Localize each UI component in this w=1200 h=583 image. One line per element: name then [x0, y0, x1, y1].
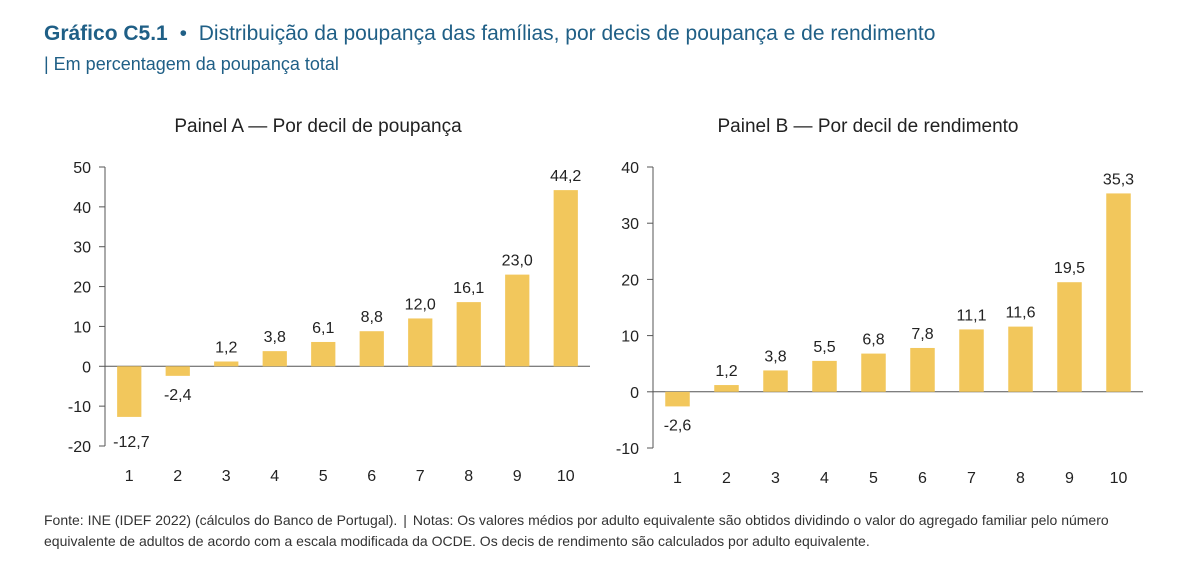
panel-b-y-tick-label: 0: [630, 385, 639, 402]
panel-b-bar: [812, 360, 837, 392]
panel-a-bar: [505, 274, 530, 367]
panel-a-x-tick-label: 7: [416, 468, 425, 485]
panel-b-x-tick-label: 9: [1065, 470, 1074, 487]
panel-b-y-tick-label: 30: [621, 216, 639, 233]
panel-a-bar: [359, 331, 384, 367]
panel-b-data-label: 7,8: [911, 326, 933, 343]
panel-b-data-label: 5,5: [813, 339, 835, 356]
panel-a-bar: [214, 361, 239, 367]
panel-b-data-label: -2,6: [664, 417, 692, 434]
panel-b-data-label: 35,3: [1103, 171, 1134, 188]
panel-a-title: Painel A — Por decil de poupança: [174, 116, 462, 137]
panel-a-x-tick-label: 1: [125, 468, 134, 485]
panel-b-x-tick-label: 3: [771, 470, 780, 487]
panel-a-y-tick-label: -20: [68, 439, 91, 456]
panel-a-bar: [262, 351, 287, 367]
panel-b-title: Painel B — Por decil de rendimento: [718, 116, 1019, 137]
panel-a-y-tick-label: 50: [73, 160, 91, 177]
panel-a-x-tick-label: 4: [270, 468, 279, 485]
footer-notes-text: Notas: Os valores médios por adulto equi…: [44, 512, 1109, 549]
panel-b-data-label: 1,2: [715, 363, 737, 380]
chart-subtitle: | Em percentagem da poupança total: [44, 54, 339, 74]
footer-separator: |: [403, 512, 407, 528]
panel-b-y-tick-label: 10: [621, 329, 639, 346]
panel-b-bar: [910, 347, 935, 392]
panel-b-bar: [959, 329, 984, 392]
panel-a-bar: [408, 318, 433, 367]
footer-notes: Fonte: INE (IDEF 2022) (cálculos do Banc…: [44, 510, 1164, 552]
panel-b-x-tick-label: 7: [967, 470, 976, 487]
chart-number: Gráfico C5.1: [44, 22, 168, 45]
panel-a-y-tick-label: -10: [68, 399, 91, 416]
chart-title: Gráfico C5.1 • Distribuição da poupança …: [44, 22, 935, 46]
panel-a-x-tick-label: 6: [367, 468, 376, 485]
panel-a-bar: [165, 366, 190, 376]
panel-a-x-tick-label: 10: [557, 468, 575, 485]
panel-a-bar: [311, 341, 336, 367]
panel-b-bar: [1106, 193, 1131, 392]
footer-source: Fonte: INE (IDEF 2022) (cálculos do Banc…: [44, 512, 398, 528]
panel-a-y-tick-label: 20: [73, 280, 91, 297]
panel-b-y-tick-label: -10: [616, 441, 639, 458]
panel-b-x-tick-label: 2: [722, 470, 731, 487]
panel-b-y-tick-label: 20: [621, 272, 639, 289]
panel-a-data-label: 12,0: [405, 296, 436, 313]
panel-a-bar: [553, 190, 578, 367]
panel-b-bar: [1057, 282, 1082, 392]
panel-a-x-tick-label: 9: [513, 468, 522, 485]
panel-a-y-tick-label: 30: [73, 240, 91, 257]
panel-b-x-tick-label: 1: [673, 470, 682, 487]
panel-a-data-label: 23,0: [502, 253, 533, 270]
panel-b-chart: 40 30 20 10 0 -10 -2,6 1 1,2 2 3,8 3 5,5 4 6,8 5 7,8 6 11,…: [616, 160, 1143, 487]
panel-a-y-tick-label: 0: [82, 359, 91, 376]
panel-a-data-label: 1,2: [215, 340, 237, 357]
panel-b-data-label: 11,1: [957, 307, 987, 324]
panel-a-y-tick-label: 40: [73, 200, 91, 217]
panel-a-data-label: 3,8: [264, 329, 286, 346]
panel-a-data-label: 8,8: [361, 309, 383, 326]
panel-b-bar: [861, 353, 886, 392]
panel-a-data-label: -12,7: [113, 434, 150, 451]
panel-b-data-label: 11,6: [1006, 305, 1036, 322]
panel-b-bar: [714, 385, 739, 392]
panel-a-x-tick-label: 5: [319, 468, 328, 485]
panel-a-chart: 50 40 30 20 10 0 -10 -20 -12,7 1 -2,4 2 1,2 3 3,8 4 6,1 5…: [68, 160, 590, 485]
panel-b-x-tick-label: 5: [869, 470, 878, 487]
panel-b-x-tick-label: 10: [1110, 470, 1128, 487]
panel-a-x-tick-label: 2: [173, 468, 182, 485]
panel-b-data-label: 19,5: [1054, 260, 1085, 277]
panel-a-x-tick-label: 8: [464, 468, 473, 485]
panel-b-bar: [665, 391, 690, 407]
panel-b-data-label: 3,8: [764, 348, 786, 365]
panel-b-x-tick-label: 6: [918, 470, 927, 487]
charts-canvas: Painel A — Por decil de poupança Painel …: [68, 116, 1143, 487]
panel-a-data-label: 16,1: [453, 280, 484, 297]
panel-a-bar: [117, 366, 142, 417]
panel-a-bar: [456, 302, 481, 367]
panel-a-data-label: -2,4: [164, 387, 192, 404]
panel-b-x-tick-label: 8: [1016, 470, 1025, 487]
panel-b-bar: [763, 370, 788, 392]
panel-a-y-tick-label: 10: [73, 319, 91, 336]
panel-b-bar: [1008, 326, 1033, 392]
panel-a-data-label: 6,1: [312, 320, 334, 337]
panel-a-data-label: 44,2: [550, 168, 581, 185]
panel-b-x-tick-label: 4: [820, 470, 829, 487]
chart-title-text: Distribuição da poupança das famílias, p…: [198, 22, 936, 45]
panel-b-data-label: 6,8: [862, 332, 884, 349]
title-bullet: •: [179, 22, 187, 45]
panel-a-x-tick-label: 3: [222, 468, 231, 485]
panel-b-y-tick-label: 40: [621, 160, 639, 177]
